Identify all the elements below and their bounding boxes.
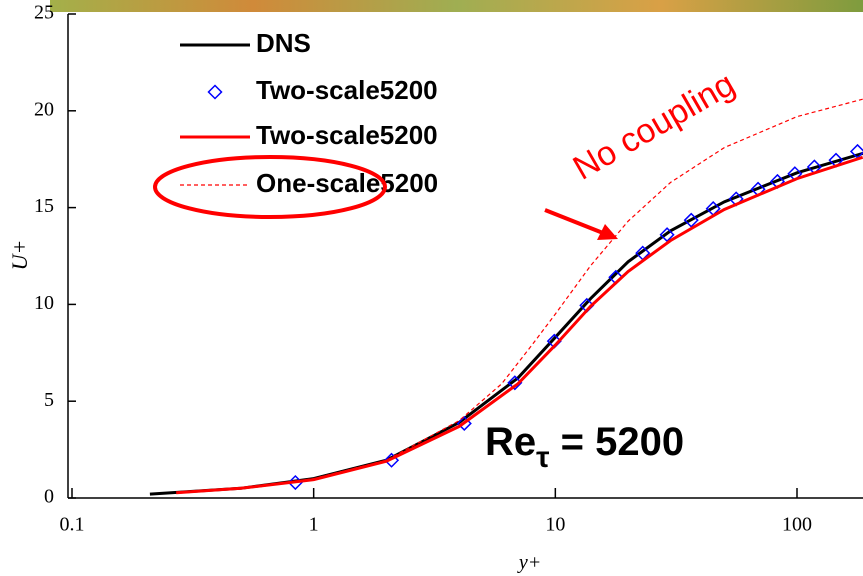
x-tick-label: 1 [309,514,319,536]
arrow-head [597,224,618,240]
arrow [544,208,604,235]
y-tick-label: 5 [44,389,54,411]
legend-label: Two-scale5200 [256,75,438,105]
legend-label: DNS [256,28,311,58]
x-axis-label: y+ [517,552,541,574]
legend-label: One-scale5200 [256,168,438,198]
re-value: = 5200 [550,420,685,464]
y-tick-label: 0 [44,486,54,508]
x-tick-label: 10 [545,514,565,536]
annotation: No coupling [567,65,742,188]
x-tick-label: 100 [782,514,812,536]
highlight-ellipse [153,155,387,219]
series-line [187,98,863,493]
legend-label: Two-scale5200 [256,120,438,150]
legend-marker [207,84,223,100]
re-text: Re [485,420,536,464]
re-label: Reτ = 5200 [485,420,684,474]
data-point [659,227,675,243]
y-tick-label: 25 [34,2,54,24]
re-sub: τ [536,441,549,474]
data-point [683,212,699,228]
series-line [176,155,863,495]
x-tick-label: 0.1 [60,514,85,536]
legend: DNS Two-scale5200 Two-scale5200 One-scale52… [180,28,438,198]
decor-band [50,0,863,12]
y-tick-label: 10 [34,292,54,314]
plot-area [149,98,863,496]
y-tick-label: 15 [34,195,54,217]
y-tick-label: 20 [34,98,54,120]
y-axis-label: U+ [7,240,32,271]
